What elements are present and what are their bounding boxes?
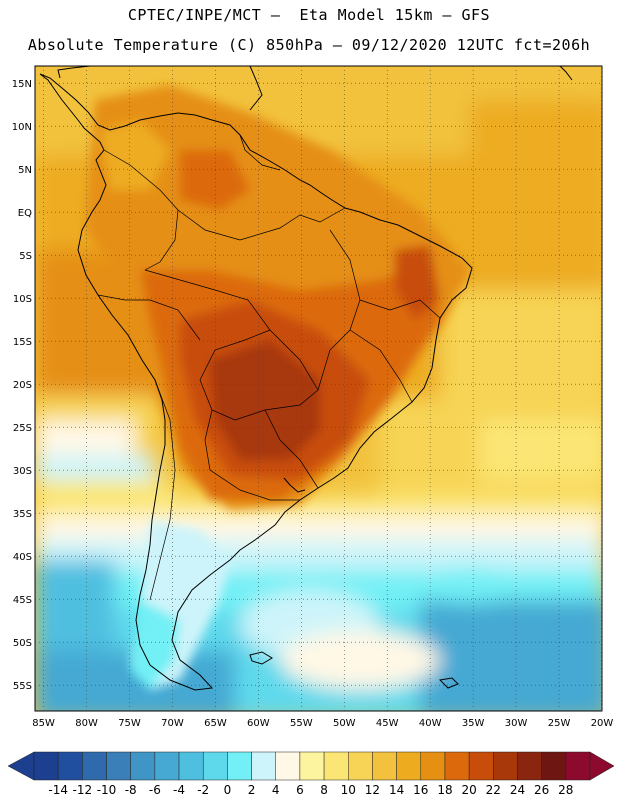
colorbar-swatch xyxy=(130,751,156,781)
colorbar-label: 16 xyxy=(413,783,428,797)
colorbar-label: 2 xyxy=(248,783,256,797)
colorbar-swatch xyxy=(82,751,107,781)
lon-label: 60W xyxy=(247,718,270,729)
map-frame xyxy=(34,65,603,712)
lon-label: 50W xyxy=(333,718,356,729)
colorbar-swatch xyxy=(565,751,591,781)
colorbar-swatch xyxy=(420,751,446,781)
colorbar-swatch xyxy=(323,751,349,781)
colorbar-arrow-right xyxy=(589,751,615,781)
colorbar-label: 20 xyxy=(461,783,476,797)
colorbar-label: 22 xyxy=(486,783,501,797)
title-model: CPTEC/INPE/MCT – Eta Model 15km – GFS xyxy=(127,6,491,24)
lon-label: 80W xyxy=(75,718,98,729)
lat-label: 10N xyxy=(12,122,32,133)
lat-label: 40S xyxy=(13,552,32,563)
coastline xyxy=(39,65,573,691)
lat-label: 15S xyxy=(13,337,32,348)
colorbar-label: 24 xyxy=(510,783,525,797)
colorbar-swatch xyxy=(154,751,180,781)
colorbar-swatch xyxy=(299,751,325,781)
colorbar-swatch xyxy=(444,751,470,781)
longitude-labels: 85W 80W 75W 70W 65W 60W 55W 50W 45W 40W 35W 30W 25W 2… xyxy=(32,718,613,729)
colorbar-label: 4 xyxy=(272,783,280,797)
title-field: Absolute Temperature (C) 850hPa – 09/12/… xyxy=(27,36,591,54)
lon-label: 40W xyxy=(419,718,442,729)
graticule xyxy=(35,66,603,711)
colorbar-label: 0 xyxy=(224,783,232,797)
lon-label: 70W xyxy=(161,718,184,729)
lat-label: 25S xyxy=(13,423,32,434)
colorbar-swatch xyxy=(33,751,59,781)
lat-label: 55S xyxy=(13,681,32,692)
colorbar-swatch xyxy=(493,751,518,781)
colorbar-swatch xyxy=(227,751,252,781)
lat-label: 10S xyxy=(13,294,32,305)
colorbar-labels: -14 -12 -10 -8 -6 -4 -2 0 2 4 6 8 10 12 14 16 18 20 22 24 26… xyxy=(48,783,573,797)
colorbar-swatch xyxy=(57,751,83,781)
lat-label: 5N xyxy=(18,165,32,176)
colorbar: -14 -12 -10 -8 -6 -4 -2 0 2 4 6 8 10 12 14 16 18 20 22 24 26… xyxy=(7,751,615,797)
lon-label: 65W xyxy=(204,718,227,729)
lon-label: 55W xyxy=(290,718,313,729)
colorbar-swatch xyxy=(541,751,567,781)
lat-label: 50S xyxy=(13,638,32,649)
temperature-field xyxy=(35,66,602,711)
colorbar-label: 8 xyxy=(320,783,328,797)
colorbar-label: 18 xyxy=(437,783,452,797)
lon-label: 20W xyxy=(591,718,614,729)
colorbar-label: -2 xyxy=(197,783,209,797)
colorbar-swatch xyxy=(202,751,228,781)
lat-label: 45S xyxy=(13,595,32,606)
colorbar-swatch xyxy=(106,751,131,781)
colorbar-label: -4 xyxy=(173,783,185,797)
colorbar-label: 14 xyxy=(389,783,404,797)
lon-label: 25W xyxy=(548,718,571,729)
lat-label: 15N xyxy=(12,79,32,90)
colorbar-label: 28 xyxy=(558,783,573,797)
lon-label: 35W xyxy=(462,718,485,729)
colorbar-swatch xyxy=(468,751,494,781)
colorbar-swatch xyxy=(348,751,373,781)
colorbar-swatch xyxy=(517,751,542,781)
colorbar-swatch xyxy=(178,751,204,781)
country-borders xyxy=(97,134,441,601)
lat-label: 35S xyxy=(13,509,32,520)
colorbar-label: -8 xyxy=(125,783,137,797)
latitude-labels: 15N 10N 5N EQ 5S 10S 15S 20S 25S 30S 35S 40S 45S 50S 5… xyxy=(12,79,32,692)
lon-label: 85W xyxy=(32,718,55,729)
colorbar-swatch xyxy=(275,751,301,781)
colorbar-arrow-left xyxy=(7,751,35,781)
lat-label: EQ xyxy=(18,208,32,219)
colorbar-label: 12 xyxy=(365,783,380,797)
colorbar-label: -6 xyxy=(149,783,161,797)
colorbar-label: 10 xyxy=(341,783,356,797)
lat-label: 30S xyxy=(13,466,32,477)
lat-label: 5S xyxy=(19,251,32,262)
lon-label: 45W xyxy=(376,718,399,729)
colorbar-label: 26 xyxy=(534,783,549,797)
colorbar-label: -14 xyxy=(48,783,68,797)
colorbar-swatch xyxy=(251,751,276,781)
colorbar-label: -10 xyxy=(97,783,117,797)
lon-label: 30W xyxy=(505,718,528,729)
lon-label: 75W xyxy=(118,718,141,729)
colorbar-label: 6 xyxy=(296,783,304,797)
colorbar-label: -12 xyxy=(73,783,93,797)
colorbar-swatch xyxy=(396,751,422,781)
colorbar-swatches xyxy=(7,751,615,781)
colorbar-swatch xyxy=(372,751,397,781)
lat-label: 20S xyxy=(13,380,32,391)
